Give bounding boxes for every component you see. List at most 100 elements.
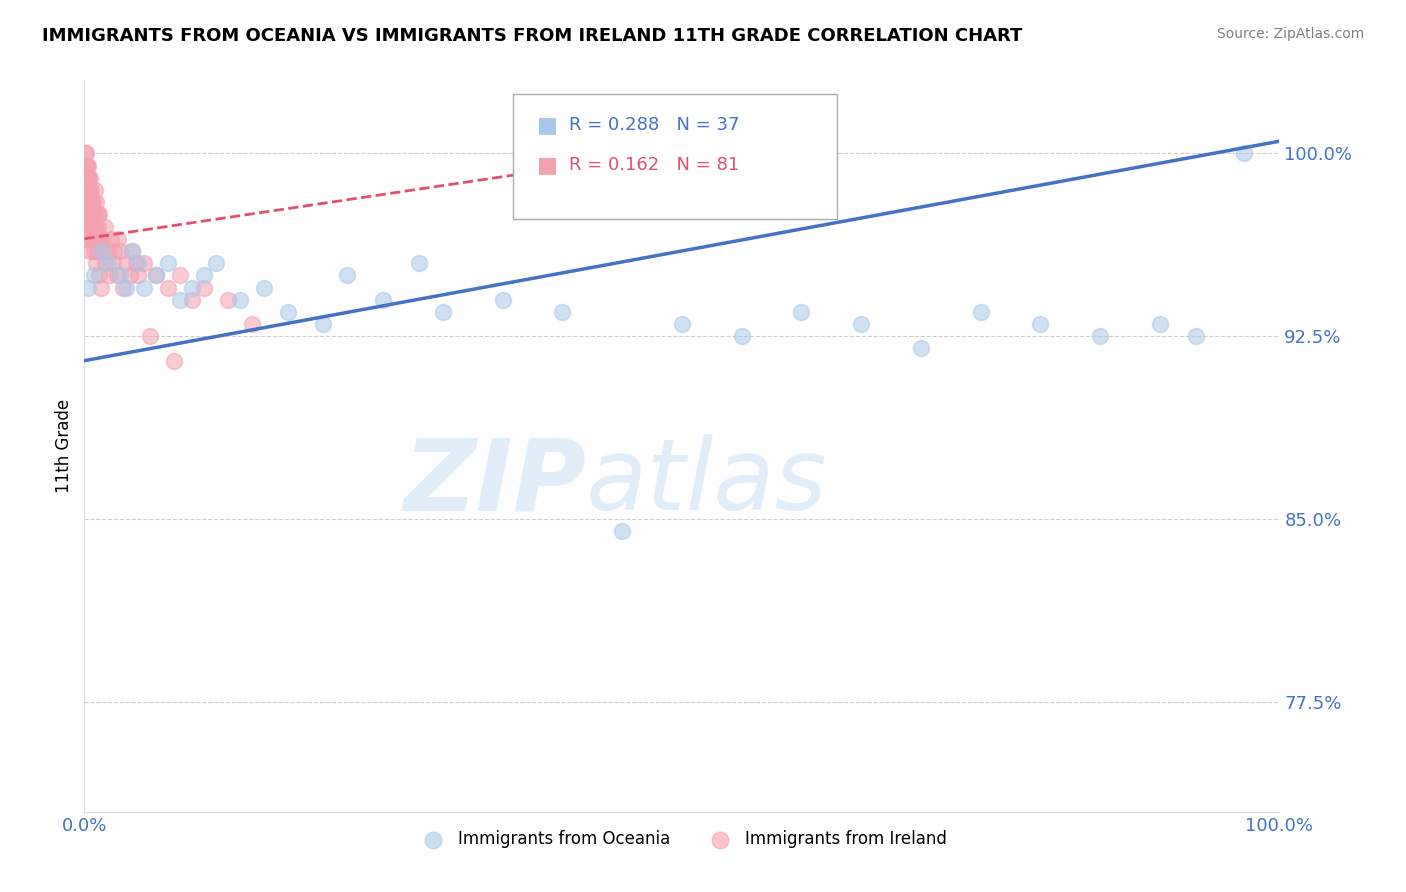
Point — [79, 207, 101, 221]
Point — [76, 183, 98, 197]
Point — [77, 183, 100, 197]
Point — [336, 268, 359, 283]
Point — [193, 280, 215, 294]
Point — [205, 256, 228, 270]
Point — [75, 170, 97, 185]
Point — [163, 353, 186, 368]
Point — [84, 195, 107, 210]
Legend: Immigrants from Oceania, Immigrants from Ireland: Immigrants from Oceania, Immigrants from… — [409, 823, 955, 855]
Point — [82, 195, 104, 210]
Point — [98, 268, 121, 283]
Point — [82, 195, 104, 210]
Point — [103, 244, 125, 258]
Point — [910, 342, 932, 356]
Point — [145, 268, 167, 283]
Point — [110, 268, 132, 283]
Point — [76, 170, 98, 185]
Point — [790, 305, 813, 319]
Point — [97, 244, 120, 258]
Point — [76, 159, 98, 173]
Point — [101, 256, 124, 270]
Point — [89, 232, 111, 246]
Point — [77, 207, 100, 221]
Point — [132, 256, 156, 270]
Point — [73, 159, 96, 173]
Point — [76, 170, 98, 185]
Point — [432, 305, 454, 319]
Point — [86, 219, 108, 234]
Text: ■: ■ — [537, 155, 558, 175]
Point — [93, 219, 115, 234]
Point — [94, 256, 117, 270]
Point — [79, 207, 101, 221]
Point — [1233, 146, 1256, 161]
Point — [169, 268, 191, 283]
Point — [157, 256, 180, 270]
Point — [77, 280, 100, 294]
Point — [970, 305, 993, 319]
Text: ■: ■ — [537, 115, 558, 135]
Point — [121, 244, 143, 258]
Point — [82, 232, 104, 246]
Point — [229, 293, 252, 307]
Point — [83, 232, 105, 246]
Point — [86, 256, 108, 270]
Point — [77, 170, 100, 185]
Point — [1149, 317, 1171, 331]
Point — [83, 268, 105, 283]
Point — [80, 219, 103, 234]
Point — [84, 219, 107, 234]
Point — [91, 244, 114, 258]
Point — [76, 232, 98, 246]
Point — [1090, 329, 1112, 343]
Text: ZIP: ZIP — [404, 434, 586, 531]
Point — [83, 219, 105, 234]
Point — [145, 268, 167, 283]
Point — [100, 232, 122, 246]
Point — [169, 293, 191, 307]
Point — [1185, 329, 1208, 343]
Point — [86, 207, 108, 221]
Point — [75, 159, 97, 173]
Point — [83, 244, 105, 258]
Point — [80, 219, 103, 234]
Text: R = 0.162   N = 81: R = 0.162 N = 81 — [569, 156, 740, 174]
Point — [91, 232, 114, 246]
Point — [671, 317, 693, 331]
Text: IMMIGRANTS FROM OCEANIA VS IMMIGRANTS FROM IRELAND 11TH GRADE CORRELATION CHART: IMMIGRANTS FROM OCEANIA VS IMMIGRANTS FR… — [42, 27, 1022, 45]
Point — [79, 244, 101, 258]
Point — [84, 219, 107, 234]
Point — [82, 207, 104, 221]
Point — [181, 293, 204, 307]
Point — [127, 256, 149, 270]
Point — [77, 183, 100, 197]
Point — [851, 317, 873, 331]
Point — [97, 256, 120, 270]
Point — [118, 268, 141, 283]
Point — [193, 268, 215, 283]
Point — [79, 170, 101, 185]
Point — [110, 244, 132, 258]
Point — [87, 268, 110, 283]
Point — [132, 280, 156, 294]
Point — [1029, 317, 1052, 331]
Y-axis label: 11th Grade: 11th Grade — [55, 399, 73, 493]
Point — [408, 256, 430, 270]
Point — [253, 280, 276, 294]
Point — [312, 317, 335, 331]
Point — [87, 207, 110, 221]
Point — [80, 183, 103, 197]
Text: R = 0.288   N = 37: R = 0.288 N = 37 — [569, 116, 740, 134]
Point — [157, 280, 180, 294]
Point — [121, 244, 143, 258]
Point — [86, 244, 108, 258]
Point — [115, 256, 138, 270]
Point — [77, 195, 100, 210]
Point — [139, 329, 162, 343]
Point — [731, 329, 754, 343]
Point — [89, 232, 111, 246]
Point — [91, 244, 114, 258]
Point — [111, 280, 134, 294]
Point — [612, 524, 634, 539]
Point — [105, 268, 128, 283]
